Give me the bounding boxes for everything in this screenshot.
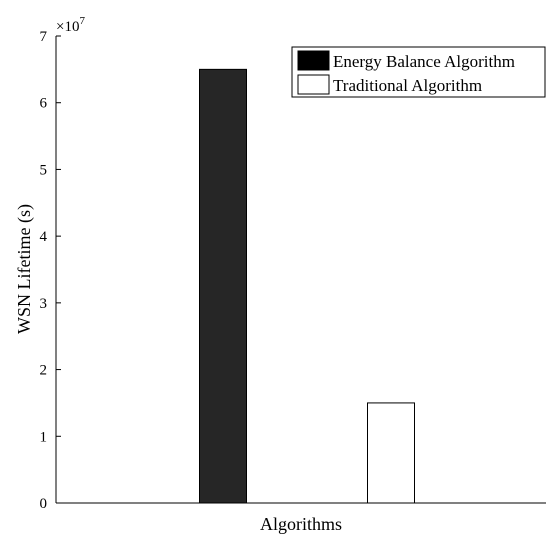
legend: Energy Balance Algorithm Traditional Alg… bbox=[291, 46, 546, 98]
x-axis-label: Algorithms bbox=[260, 514, 342, 534]
y-tick-label: 4 bbox=[40, 229, 48, 245]
plot-area bbox=[56, 36, 546, 503]
y-axis-ticks: 0 1 2 3 4 5 6 7 bbox=[40, 29, 61, 512]
y-tick-label: 5 bbox=[40, 162, 48, 178]
legend-swatch-energy-balance bbox=[297, 50, 330, 71]
y-tick-label: 2 bbox=[40, 363, 48, 379]
bar-energy-balance bbox=[199, 68, 247, 504]
legend-box bbox=[291, 46, 546, 98]
y-tick-label: 6 bbox=[40, 96, 48, 112]
legend-label-energy-balance: Energy Balance Algorithm bbox=[333, 52, 515, 71]
bar-traditional bbox=[367, 402, 415, 504]
y-exponent-label: ×107 bbox=[56, 15, 85, 35]
y-tick-label: 7 bbox=[40, 29, 48, 45]
y-tick-label: 1 bbox=[40, 429, 48, 445]
y-axis-label: WSN Lifetime (s) bbox=[14, 204, 35, 334]
bars bbox=[199, 68, 415, 504]
y-tick-label: 3 bbox=[40, 296, 48, 312]
legend-swatch-traditional bbox=[297, 74, 330, 95]
y-tick-label: 0 bbox=[40, 496, 48, 512]
legend-label-traditional: Traditional Algorithm bbox=[333, 76, 482, 95]
